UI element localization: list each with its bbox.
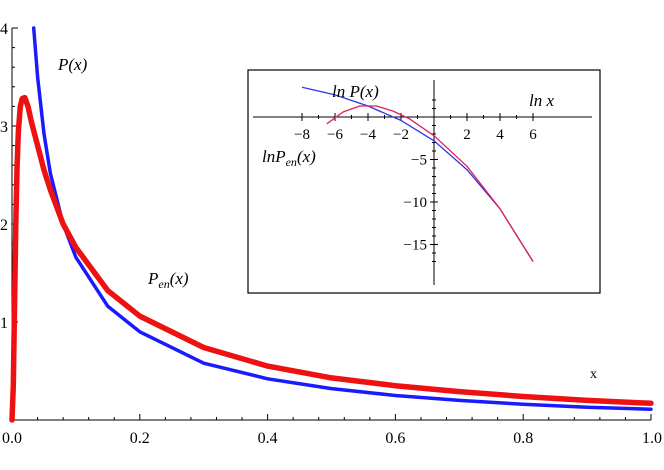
y-tick-label: 3 (0, 119, 8, 136)
label-Pen: Pen(x) (147, 269, 189, 291)
inset-y-tick-label: −5 (411, 153, 427, 169)
inset-label-lnx: ln x (529, 91, 554, 110)
main-series (9, 26, 654, 423)
inset-x-tick-label: −2 (393, 127, 409, 143)
x-tick-label: 1.0 (642, 430, 662, 447)
y-tick-label: 4 (0, 21, 8, 38)
x-tick-label: 0.2 (130, 430, 150, 447)
inset-x-tick-label: 4 (496, 127, 504, 143)
inset-series-line-lnPen (326, 105, 534, 262)
inset-chart: −8 −6 −4 −2 2 4 6 −5 −10 −15 ln P(x) ln x lnPen(x… (247, 69, 601, 294)
x-axis-label: x (590, 367, 597, 382)
inset-label-lnP: ln P(x) (332, 82, 379, 101)
inset-axes (253, 80, 592, 285)
inset-y-tick-label: −15 (404, 238, 427, 254)
inset-x-tick-label: 6 (529, 127, 537, 143)
y-tick-label: 1 (0, 315, 8, 332)
x-tick-label: 0.6 (385, 430, 405, 447)
inset-x-tick-label: −8 (294, 127, 310, 143)
main-chart: 0.0 0.2 0.4 0.6 0.8 1.0 1 2 3 4 P(x) Pen(x) x (0, 21, 662, 447)
label-P: P(x) (57, 55, 88, 74)
series-line-P (31, 26, 653, 411)
x-tick-label: 0.4 (258, 430, 278, 447)
inset-x-tick-label: −6 (327, 127, 343, 143)
series-line-Pen (9, 94, 654, 423)
inset-series (301, 86, 534, 262)
x-tick-label: 0.0 (2, 430, 22, 447)
y-tick-label: 2 (0, 217, 8, 234)
inset-ticks: −8 −6 −4 −2 2 4 6 −5 −10 −15 (294, 99, 537, 262)
inset-frame (247, 69, 601, 294)
x-tick-label: 0.8 (513, 430, 533, 447)
inset-x-tick-label: −4 (360, 127, 376, 143)
inset-x-tick-label: 2 (463, 127, 471, 143)
inset-y-tick-label: −10 (404, 195, 427, 211)
main-ticks: 0.0 0.2 0.4 0.6 0.8 1.0 1 2 3 4 (0, 21, 662, 447)
inset-label-lnPen: lnPen(x) (262, 147, 316, 169)
